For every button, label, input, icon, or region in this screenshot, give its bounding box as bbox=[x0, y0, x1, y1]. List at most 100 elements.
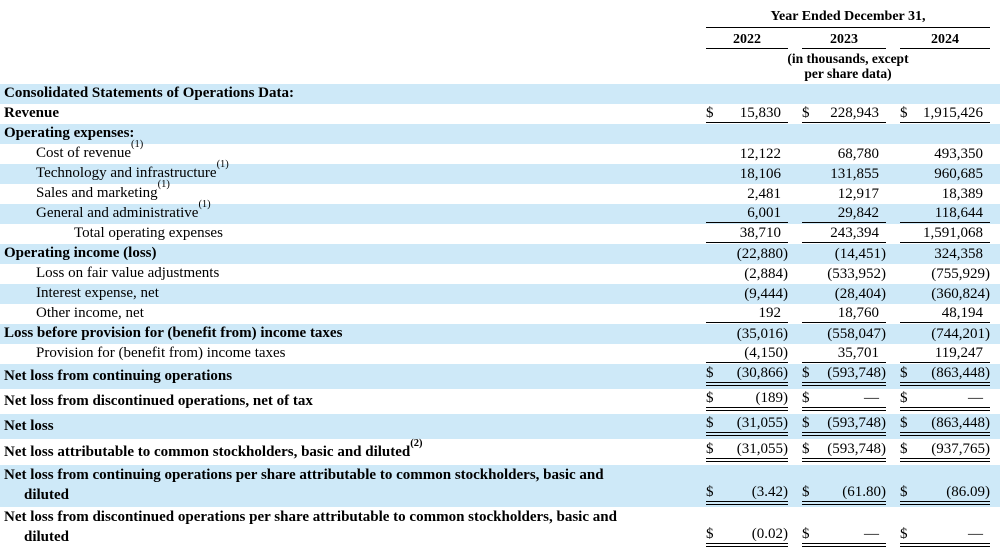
value-2023: 29,842 bbox=[802, 205, 886, 223]
value-2022: $ (30,866) bbox=[706, 365, 788, 386]
row-cost-of-revenue: Cost of revenue(1) 12,122 68,780 493,350 bbox=[0, 139, 1000, 164]
value-2024: $ (86.09) bbox=[900, 484, 990, 505]
row-general-administrative: General and administrative(1) 6,001 29,8… bbox=[0, 199, 1000, 224]
dollar-sign: $ bbox=[802, 415, 810, 431]
value-2024: (360,824) bbox=[931, 286, 990, 302]
value-2024: $1,915,426 bbox=[900, 105, 990, 123]
value-2024: 1,591,068 bbox=[900, 225, 990, 243]
row-label: Cost of revenue(1) bbox=[36, 139, 144, 161]
dollar-sign: $ bbox=[900, 441, 908, 457]
footnote-marker: (1) bbox=[216, 159, 229, 170]
value-2023: $ — bbox=[802, 526, 886, 547]
value-2022: 12,122 bbox=[739, 146, 781, 162]
dollar-sign: $ bbox=[900, 105, 908, 121]
value-2024: (755,929) bbox=[931, 266, 990, 282]
value-2022: 2,481 bbox=[747, 186, 781, 202]
value-2023: (28,404) bbox=[834, 286, 886, 302]
value-2024: 493,350 bbox=[934, 146, 983, 162]
value-2023: $ (593,748) bbox=[802, 365, 886, 386]
row-label: Total operating expenses bbox=[74, 225, 223, 241]
row-label: General and administrative(1) bbox=[36, 199, 211, 221]
row-label: Provision for (benefit from) income taxe… bbox=[36, 345, 286, 361]
value-2024: $ (863,448) bbox=[900, 415, 990, 436]
year-column-header-2023: 2023 bbox=[802, 32, 886, 49]
value-2024: 18,389 bbox=[941, 186, 983, 202]
dollar-sign: $ bbox=[706, 415, 714, 431]
row-label: Net loss attributable to common stockhol… bbox=[4, 438, 423, 460]
row-interest-expense-net: Interest expense, net (9,444) (28,404) (… bbox=[0, 284, 1000, 304]
dollar-sign: $ bbox=[900, 415, 908, 431]
value-2024: 119,247 bbox=[900, 345, 990, 363]
row-label: Other income, net bbox=[36, 305, 144, 321]
period-header: Year Ended December 31, bbox=[706, 9, 990, 28]
row-label: Interest expense, net bbox=[36, 285, 159, 301]
footnote-marker: (1) bbox=[198, 199, 211, 210]
row-label: Operating income (loss) bbox=[4, 245, 157, 261]
value-2023: 18,760 bbox=[802, 305, 886, 323]
value-2023: 68,780 bbox=[837, 146, 879, 162]
row-label: Net loss from continuing operations per … bbox=[4, 467, 604, 503]
value-2023: 35,701 bbox=[802, 345, 886, 363]
row-net-loss: Net loss $ (31,055) $ (593,748) $ (863,448) bbox=[0, 414, 1000, 439]
dollar-sign: $ bbox=[802, 365, 810, 381]
value-2022: $15,830 bbox=[706, 105, 788, 123]
value-2024: (744,201) bbox=[931, 326, 990, 342]
dollar-sign: $ bbox=[706, 365, 714, 381]
dollar-sign: $ bbox=[900, 365, 908, 381]
row-label: Net loss from continuing operations bbox=[4, 368, 233, 384]
row-net-loss-continuing-operations: Net loss from continuing operations $ (30… bbox=[0, 364, 1000, 389]
value-2022: $ (3.42) bbox=[706, 484, 788, 505]
year-column-header-2022: 2022 bbox=[706, 32, 788, 49]
row-label: Operating expenses: bbox=[4, 125, 135, 141]
row-loss-before-income-taxes: Loss before provision for (benefit from)… bbox=[0, 324, 1000, 344]
value-2024: 960,685 bbox=[934, 166, 983, 182]
dollar-sign: $ bbox=[802, 390, 810, 406]
row-total-operating-expenses: Total operating expenses 38,710 243,394 … bbox=[0, 224, 1000, 244]
value-2023: 12,917 bbox=[837, 186, 879, 202]
dollar-sign: $ bbox=[900, 484, 908, 500]
year-column-header-2024: 2024 bbox=[900, 32, 990, 49]
value-2022: (9,444) bbox=[744, 286, 788, 302]
value-2023: (14,451) bbox=[834, 246, 886, 262]
row-operating-expenses-header: Operating expenses: bbox=[0, 124, 1000, 144]
row-net-loss-attributable-common: Net loss attributable to common stockhol… bbox=[0, 438, 1000, 465]
value-2022: 192 bbox=[706, 305, 788, 323]
value-2022: (35,016) bbox=[736, 326, 788, 342]
value-2024: $ — bbox=[900, 390, 990, 411]
value-2023: (558,047) bbox=[827, 326, 886, 342]
dollar-sign: $ bbox=[900, 526, 908, 542]
table-header: Year Ended December 31, 2022 2023 2024 (… bbox=[0, 0, 1000, 84]
dollar-sign: $ bbox=[706, 526, 714, 542]
value-2022: (2,884) bbox=[744, 266, 788, 282]
row-sales-marketing: Sales and marketing(1) 2,481 12,917 18,3… bbox=[0, 179, 1000, 204]
value-2022: $ (189) bbox=[706, 390, 788, 411]
row-operating-income-loss: Operating income (loss) (22,880) (14,451… bbox=[0, 244, 1000, 264]
row-technology-infrastructure: Technology and infrastructure(1) 18,106 … bbox=[0, 159, 1000, 184]
value-2024: $ (863,448) bbox=[900, 365, 990, 386]
row-label: Technology and infrastructure(1) bbox=[36, 159, 229, 181]
value-2024: $ — bbox=[900, 526, 990, 547]
dollar-sign: $ bbox=[802, 526, 810, 542]
row-label: Loss on fair value adjustments bbox=[36, 265, 220, 281]
footnote-marker: (2) bbox=[410, 438, 423, 449]
dollar-sign: $ bbox=[706, 390, 714, 406]
value-2022: $ (31,055) bbox=[706, 415, 788, 436]
row-consolidated-header: Consolidated Statements of Operations Da… bbox=[0, 84, 1000, 104]
footnote-marker: (1) bbox=[157, 179, 170, 190]
value-2024: 118,644 bbox=[900, 205, 990, 223]
row-label: Revenue bbox=[4, 105, 59, 121]
dollar-sign: $ bbox=[802, 105, 810, 121]
value-2023: (533,952) bbox=[827, 266, 886, 282]
value-2023: $ — bbox=[802, 390, 886, 411]
row-label: Net loss from discontinued operations, n… bbox=[4, 393, 313, 409]
dollar-sign: $ bbox=[802, 484, 810, 500]
value-2022: 38,710 bbox=[706, 225, 788, 243]
row-provision-income-taxes: Provision for (benefit from) income taxe… bbox=[0, 344, 1000, 364]
row-label: Loss before provision for (benefit from)… bbox=[4, 325, 343, 341]
value-2024: 48,194 bbox=[900, 305, 990, 323]
value-2023: 243,394 bbox=[802, 225, 886, 243]
value-2022: (4,150) bbox=[706, 345, 788, 363]
value-2023: 131,855 bbox=[830, 166, 879, 182]
footnote-marker: (1) bbox=[130, 139, 144, 150]
